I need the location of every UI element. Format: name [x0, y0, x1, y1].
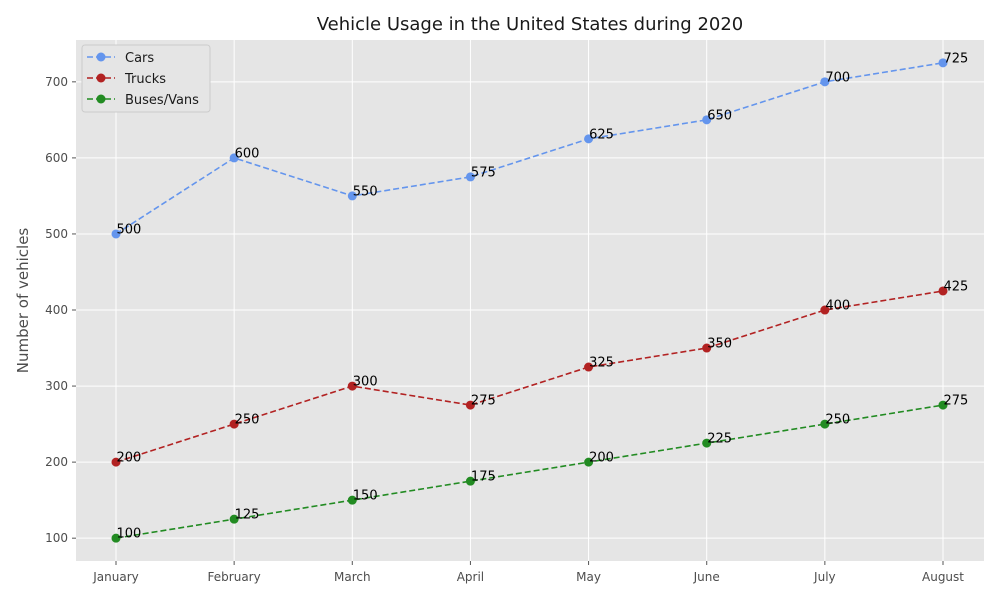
gridlines: [76, 40, 984, 561]
series-cars: 500 600 550 575 625 650 700 725: [111, 51, 969, 239]
data-label: 225: [707, 432, 732, 447]
legend-item: Cars: [87, 51, 154, 66]
data-label: 200: [589, 451, 614, 466]
series-layer: 500 600 550 575 625 650 700 725 200 250 300 275 325 3…: [111, 51, 969, 543]
data-label: 400: [825, 299, 850, 314]
data-point: [702, 343, 712, 353]
x-tick-label: February: [208, 570, 261, 584]
y-tick-label: 500: [45, 227, 68, 241]
data-point: [820, 305, 830, 315]
data-point: [229, 153, 239, 163]
series-line: [115, 290, 944, 463]
data-label: 200: [117, 451, 142, 466]
x-tick-label: May: [576, 570, 601, 584]
series-line: [115, 62, 944, 235]
data-label: 350: [707, 337, 732, 352]
data-point: [820, 77, 830, 87]
data-point: [111, 229, 121, 239]
axis-ticks: 100 200 300 400 500 600 700 January February Marc…: [45, 75, 964, 584]
y-tick-label: 200: [45, 455, 68, 469]
data-point: [465, 400, 475, 410]
series-trucks: 200 250 300 275 325 350 400 425: [111, 279, 969, 467]
x-tick-label: August: [922, 570, 964, 584]
data-point: [229, 514, 239, 524]
data-point: [465, 476, 475, 486]
data-point: [347, 495, 357, 505]
data-point: [111, 457, 121, 467]
legend-item: Trucks: [87, 72, 166, 87]
data-label: 175: [471, 470, 496, 485]
x-tick-label: July: [813, 570, 836, 584]
y-tick-label: 100: [45, 531, 68, 545]
y-tick-label: 400: [45, 303, 68, 317]
x-tick-label: March: [334, 570, 371, 584]
data-point: [229, 419, 239, 429]
plot-area: [76, 40, 984, 561]
data-point: [702, 115, 712, 125]
data-point: [465, 172, 475, 182]
series-buses-vans: 100 125 150 175 200 225 250 275: [111, 394, 969, 543]
data-label: 625: [589, 127, 614, 142]
data-label: 725: [944, 51, 969, 66]
legend-item: Buses/Vans: [87, 93, 199, 108]
x-tick-label: January: [92, 570, 139, 584]
data-label: 500: [117, 222, 142, 237]
y-tick-label: 600: [45, 151, 68, 165]
legend-marker: [96, 73, 106, 83]
data-point: [702, 438, 712, 448]
legend-marker: [96, 94, 106, 104]
data-point: [347, 191, 357, 201]
data-label: 550: [353, 184, 378, 199]
y-tick-label: 300: [45, 379, 68, 393]
data-label: 125: [235, 508, 260, 523]
legend-marker: [96, 52, 106, 62]
data-label: 425: [944, 279, 969, 294]
y-axis-title: Number of vehicles: [14, 228, 32, 374]
legend-label: Cars: [125, 51, 154, 66]
data-point: [938, 400, 948, 410]
data-point: [938, 58, 948, 68]
legend-label: Trucks: [124, 72, 166, 87]
chart-title: Vehicle Usage in the United States durin…: [317, 14, 744, 35]
data-label: 250: [825, 413, 850, 428]
data-label: 150: [353, 489, 378, 504]
data-point: [820, 419, 830, 429]
y-tick-label: 700: [45, 75, 68, 89]
legend: Cars Trucks Buses/Vans: [81, 44, 211, 113]
data-label: 600: [235, 146, 260, 161]
x-tick-label: June: [693, 570, 720, 584]
data-label: 300: [353, 375, 378, 390]
data-point: [584, 457, 594, 467]
legend-frame: [81, 44, 211, 113]
data-point: [584, 362, 594, 372]
data-label: 325: [589, 356, 614, 371]
data-label: 275: [944, 394, 969, 409]
data-label: 275: [471, 394, 496, 409]
data-point: [938, 286, 948, 296]
x-tick-label: April: [457, 570, 484, 584]
data-label: 575: [471, 165, 496, 180]
data-point: [111, 533, 121, 543]
data-label: 250: [235, 413, 260, 428]
series-line: [115, 404, 944, 539]
data-label: 700: [825, 70, 850, 85]
data-point: [584, 134, 594, 144]
legend-label: Buses/Vans: [125, 93, 199, 108]
data-label: 100: [117, 527, 142, 542]
data-point: [347, 381, 357, 391]
data-label: 650: [707, 108, 732, 123]
